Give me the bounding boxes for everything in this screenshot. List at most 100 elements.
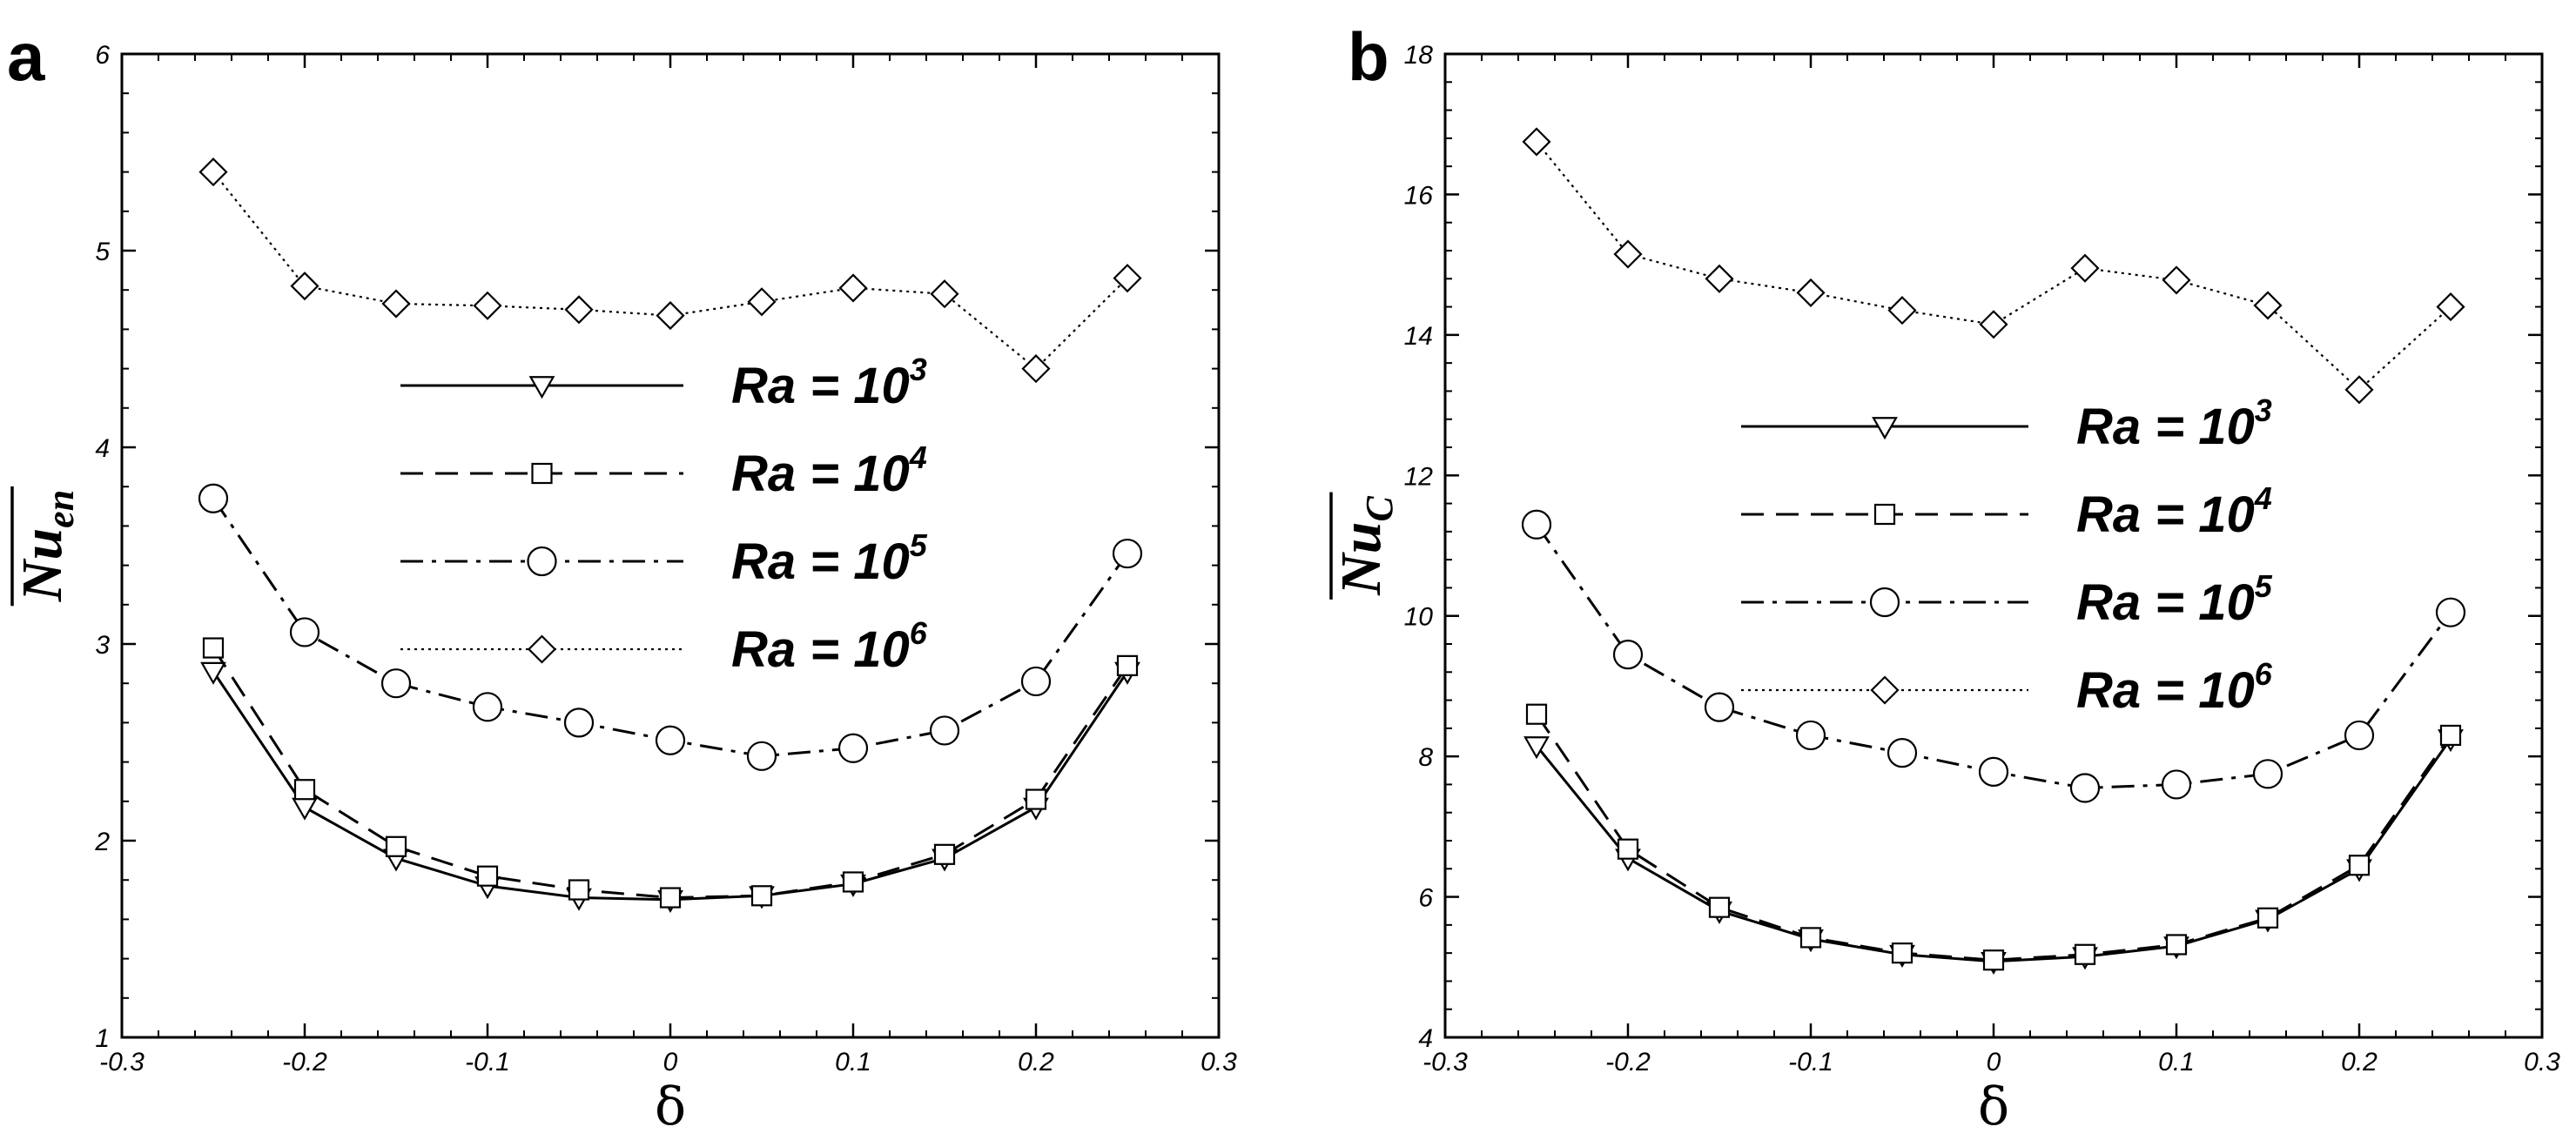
data-point [1704, 692, 1735, 722]
y-axis-label-main: Nu [10, 528, 74, 602]
y-axis-label: NuC [1329, 495, 1401, 595]
data-point [198, 158, 228, 187]
legend-label-base: Ra = 10 [2076, 662, 2255, 719]
data-point [1705, 264, 1734, 293]
x-tick-label: -0.3 [99, 1048, 145, 1077]
y-tick-label: 6 [95, 41, 110, 70]
legend-label-exponent: 6 [910, 615, 928, 651]
x-tick-label: -0.2 [1605, 1048, 1651, 1077]
data-point [838, 273, 868, 303]
x-tick-label: 0.3 [2524, 1048, 2560, 1077]
series-line [212, 171, 1128, 371]
data-point [2069, 773, 2101, 803]
legend-label-exponent: 3 [2255, 392, 2272, 428]
data-point [930, 279, 959, 309]
x-tick-label: 0.3 [1201, 1048, 1237, 1077]
panel-letter: a [7, 18, 45, 95]
data-point [747, 287, 777, 317]
data-point [564, 295, 594, 325]
x-tick-label: 0 [1987, 1048, 2001, 1077]
legend-label-exponent: 4 [909, 439, 927, 475]
data-point [568, 879, 590, 901]
legend-label-exponent: 3 [910, 352, 927, 387]
y-tick-label: 5 [95, 238, 110, 266]
x-tick-label: -0.1 [465, 1048, 510, 1077]
legend-label-base: Ra = 10 [731, 358, 910, 414]
data-point [1982, 949, 2005, 971]
data-point [1795, 720, 1826, 751]
data-point [842, 871, 864, 893]
series-line [1535, 713, 2452, 962]
legend-marker [1869, 587, 1900, 618]
legend-entry: Ra = 106 [400, 615, 928, 678]
data-point [292, 797, 318, 821]
legend-entry: Ra = 105 [1741, 568, 2273, 631]
data-point [2253, 291, 2283, 320]
data-point [659, 887, 682, 909]
legend-entry: Ra = 106 [1741, 656, 2273, 719]
series-line [212, 497, 1129, 758]
series-line [1535, 523, 2452, 790]
x-tick-label: 0.1 [2158, 1048, 2195, 1077]
series-line [212, 647, 1129, 900]
data-point [1020, 666, 1052, 697]
data-point [290, 272, 319, 301]
data-point [1116, 654, 1139, 676]
data-point [472, 692, 503, 722]
series-circle [1521, 509, 2466, 803]
x-axis-label: δ [655, 1077, 686, 1137]
legend-marker [528, 376, 555, 399]
y-axis-label: Nuen [10, 490, 82, 602]
series-circle [198, 483, 1143, 771]
y-tick-label: 14 [1404, 322, 1433, 351]
x-tick-label: 0.1 [835, 1048, 871, 1077]
legend-label-base: Ra = 10 [731, 533, 910, 590]
legend-label: Ra = 103 [731, 352, 927, 414]
panel-letter: b [1348, 18, 1389, 95]
data-point [473, 291, 502, 320]
data-point [2344, 375, 2374, 405]
legend-marker [1872, 417, 1898, 440]
legend-label-base: Ra = 10 [731, 446, 910, 502]
series-triangle-down [200, 661, 1140, 914]
series-diamond [198, 158, 1142, 384]
x-tick-label: 0.2 [1018, 1048, 1054, 1077]
legend-label-base: Ra = 10 [2076, 486, 2255, 543]
data-point [381, 289, 411, 319]
data-point [289, 617, 320, 647]
data-point [202, 637, 225, 659]
data-point [1113, 264, 1142, 293]
data-point [1112, 538, 1143, 569]
legend-marker [531, 462, 553, 485]
legend-label: Ra = 105 [731, 527, 928, 590]
legend-entry: Ra = 104 [400, 439, 927, 502]
data-point [1523, 736, 1550, 760]
y-tick-label: 1 [95, 1024, 110, 1053]
y-tick-label: 2 [94, 828, 110, 856]
series-line [1536, 141, 2452, 392]
legend-label-exponent: 5 [910, 527, 928, 563]
data-point [656, 301, 685, 331]
data-point [2070, 253, 2100, 283]
data-point [198, 483, 229, 513]
x-axis-label: δ [1978, 1077, 2009, 1137]
legend-marker [1870, 675, 1900, 705]
data-point [2162, 265, 2191, 295]
x-tick-label: -0.2 [282, 1048, 327, 1077]
data-point [1617, 838, 1639, 860]
data-point [2439, 724, 2462, 747]
legend-marker [527, 546, 557, 577]
data-point [2344, 720, 2375, 751]
data-point [1708, 896, 1731, 918]
data-point [655, 725, 686, 755]
y-axis-label-subscript: en [39, 490, 82, 528]
data-point [2252, 759, 2283, 789]
x-tick-label: -0.3 [1423, 1048, 1468, 1077]
data-point [1021, 354, 1051, 384]
legend-label: Ra = 106 [731, 615, 928, 678]
data-point [2074, 943, 2096, 965]
data-point [1979, 310, 2008, 339]
y-tick-label: 16 [1404, 181, 1434, 210]
legend-label-base: Ra = 10 [2076, 574, 2255, 631]
